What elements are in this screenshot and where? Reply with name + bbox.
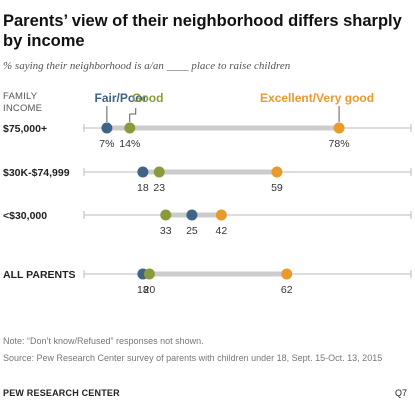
value-label: 7% [99, 138, 114, 150]
value-label: 20 [144, 284, 156, 296]
dot-fair-poor [137, 166, 149, 178]
question-number: Q7 [394, 388, 407, 398]
value-label: 78% [329, 138, 350, 150]
dot-excellent-very-good [333, 122, 345, 134]
chart-source: Source: Pew Research Center survey of pa… [3, 353, 383, 363]
dot-fair-poor [186, 209, 198, 221]
value-label: 42 [215, 225, 227, 237]
dot-good [153, 166, 165, 178]
range-track [106, 125, 340, 131]
dot-good [143, 268, 155, 280]
dot-excellent-very-good [215, 209, 227, 221]
legend-label: Excellent/Very good [260, 91, 374, 105]
organization-name: PEW RESEARCH CENTER [3, 388, 120, 398]
leader-line [129, 108, 137, 122]
dot-good [160, 209, 172, 221]
dot-fair-poor [101, 122, 113, 134]
category-label: ALL PARENTS [3, 269, 76, 281]
value-label: 25 [186, 225, 198, 237]
dot-excellent-very-good [271, 166, 283, 178]
legend-label: Good [132, 91, 163, 105]
value-label: 18 [137, 284, 149, 296]
value-label: 62 [281, 284, 293, 296]
group-axis-label-line-1: FAMILY [3, 91, 38, 102]
value-label: 33 [160, 225, 172, 237]
chart-subtitle: % saying their neighborhood is a/an ____… [3, 60, 291, 72]
dot-good [124, 122, 136, 134]
range-track [142, 271, 287, 277]
value-label: 59 [271, 182, 283, 194]
legend-label: Fair/Poor [95, 91, 148, 105]
chart-title: Parents’ view of their neighborhood diff… [3, 12, 402, 50]
value-label: 14% [119, 138, 140, 150]
chart-note: Note: “Don’t know/Refused” responses not… [3, 336, 204, 346]
category-label: <$30,000 [3, 210, 47, 222]
group-axis-label-line-2: INCOME [3, 103, 43, 114]
category-label: $30K-$74,999 [3, 167, 70, 179]
value-label: 23 [153, 182, 165, 194]
value-label: 18 [137, 182, 149, 194]
category-label: $75,000+ [3, 123, 47, 135]
dot-excellent-very-good [281, 268, 293, 280]
range-track [142, 169, 277, 175]
group-axis-label: FAMILY INCOME [3, 91, 42, 115]
